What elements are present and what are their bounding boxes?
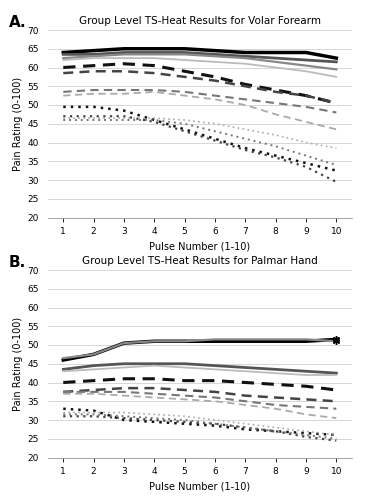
X-axis label: Pulse Number (1-10): Pulse Number (1-10) xyxy=(149,241,250,251)
Title: Group Level TS-Heat Results for Palmar Hand: Group Level TS-Heat Results for Palmar H… xyxy=(82,256,318,266)
Legend: 14, 16, 18, 20, 22, 24: 14, 16, 18, 20, 22, 24 xyxy=(96,291,304,306)
Title: Group Level TS-Heat Results for Volar Forearm: Group Level TS-Heat Results for Volar Fo… xyxy=(79,16,321,26)
Y-axis label: Pain Rating (0-100): Pain Rating (0-100) xyxy=(13,316,23,411)
Text: B.: B. xyxy=(9,255,26,270)
Text: A.: A. xyxy=(9,15,26,30)
Y-axis label: Pain Rating (0-100): Pain Rating (0-100) xyxy=(13,76,23,171)
X-axis label: Pulse Number (1-10): Pulse Number (1-10) xyxy=(149,481,250,491)
